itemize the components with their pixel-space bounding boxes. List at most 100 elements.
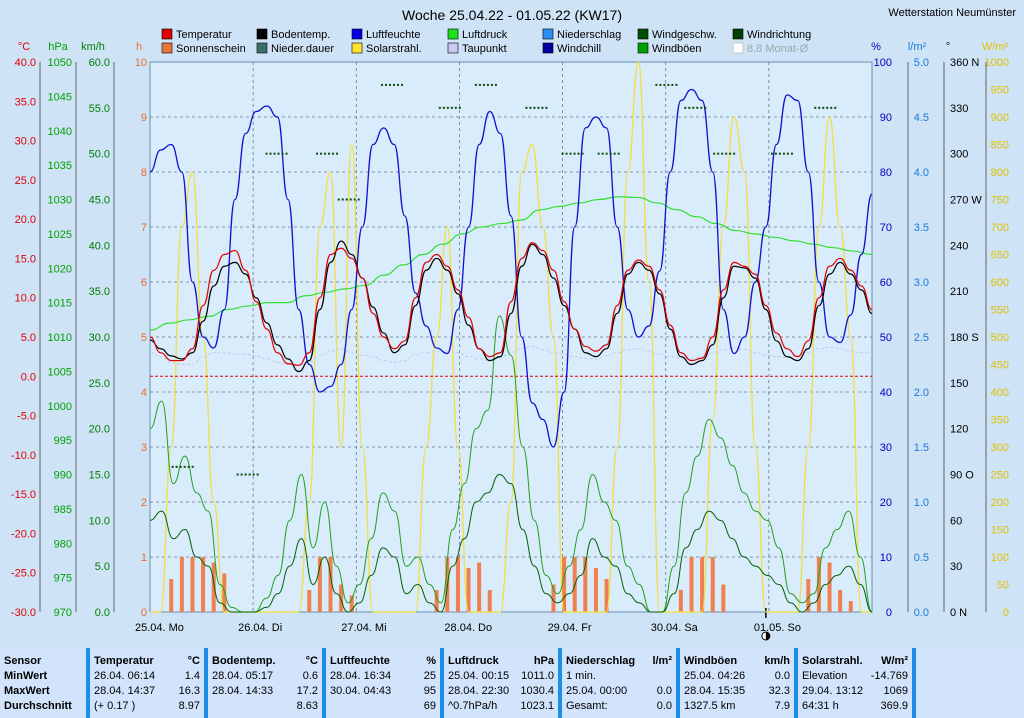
summary-cell-row: ^0.7hPa/h 1023.1 [448,699,554,714]
sunshine-bar [339,584,344,612]
axis-tick-sun_h: 6 [141,277,147,289]
summary-cell-row: 28.04. 14:33 17.2 [212,684,318,699]
wind-direction-dot [236,473,239,476]
wind-direction-dot [337,198,340,201]
wind-direction-dot [240,473,243,476]
legend-label: Windchill [557,43,601,55]
wind-direction-dot [826,106,829,109]
summary-cell-value: 32.3 [768,685,790,697]
legend-swatch [351,28,363,40]
axis-tick-wind_dir_deg: 270 W [950,195,982,207]
wind-direction-dot [778,152,781,155]
summary-column: Luftdruck hPa 25.04. 00:15 1011.0 28.04. 22:… [444,648,558,718]
station-name: Wetterstation Neumünster [888,7,1016,19]
summary-unit: °C [305,655,318,667]
axis-tick-temp_c: -5.0 [17,411,36,423]
summary-cell-value: 16.3 [178,685,200,697]
wind-direction-dot [577,152,580,155]
summary-cell-label: 25.04. 04:26 [684,670,746,682]
wind-direction-dot [265,152,268,155]
legend-label: Windböen [652,43,702,55]
axis-tick-wind_dir_deg: 30 [950,561,962,573]
axis-tick-temp_c: -15.0 [11,489,36,501]
axis-tick-pressure_hpa: 1040 [48,126,72,138]
wind-direction-dot [569,152,572,155]
axis-tick-wind_dir_deg: 150 [950,378,968,390]
axis-tick-humidity_pct: 70 [880,222,892,234]
summary-cell-label: 1327.5 km [684,700,736,712]
sunshine-bar [179,557,184,612]
summary-title: Niederschlag [566,655,636,667]
wind-direction-dot [601,152,604,155]
sunshine-bar [307,590,312,612]
legend-swatch [542,28,554,40]
wind-direction-dot [663,83,666,86]
wind-direction-dot [494,83,497,86]
axis-tick-rain_lm2: 4.5 [914,112,929,124]
axis-unit-humidity_pct: % [871,41,881,53]
axis-tick-solar_wm2: 0 [1003,607,1009,619]
legend-label: Windgeschw. [652,29,717,41]
axis-tick-pressure_hpa: 1005 [48,366,72,378]
summary-row-avg: Durchschnitt [4,700,72,712]
summary-cell-label: 28.04. 05:17 [212,670,274,682]
axis-tick-rain_lm2: 1.0 [914,497,929,509]
sunshine-bar [328,557,333,612]
axis-tick-pressure_hpa: 970 [54,607,72,619]
axis-tick-humidity_pct: 30 [880,442,892,454]
summary-cell-label: 28.04. 22:30 [448,685,510,697]
axis-tick-solar_wm2: 850 [991,140,1009,152]
legend-swatch [447,28,459,40]
sunshine-bar [562,557,567,612]
wind-direction-dot [458,106,461,109]
sunshine-bar [487,590,492,612]
summary-cell-label: ^0.7hPa/h [448,700,498,712]
summary-cell-row: 1327.5 km 7.9 [684,699,790,714]
axis-tick-wind_kmh: 40.0 [89,240,110,252]
wind-speed-line [149,473,873,613]
legend-label: Bodentemp. [271,29,330,41]
axis-tick-rain_lm2: 1.5 [914,442,929,454]
summary-column-header: Windböen km/h [684,654,790,669]
legend-swatch [161,42,173,54]
wind-direction-dot [273,152,276,155]
wind-direction-dot [609,152,612,155]
axis-tick-pressure_hpa: 1000 [48,401,72,413]
wind-direction-dot [814,106,817,109]
summary-cell-label: 30.04. 04:43 [330,685,392,697]
x-tick-label: 25.04. Mo [135,622,184,634]
wind-direction-dot [345,198,348,201]
legend-swatch [637,28,649,40]
axis-tick-pressure_hpa: 1010 [48,332,72,344]
axis-tick-rain_lm2: 0.5 [914,552,929,564]
summary-cell-row: 26.04. 06:14 1.4 [94,669,200,684]
summary-cell-label: 28.04. 15:35 [684,685,746,697]
axis-tick-pressure_hpa: 1035 [48,160,72,172]
wind-direction-dot [545,106,548,109]
axis-tick-rain_lm2: 0.0 [914,607,929,619]
wind-direction-dot [389,83,392,86]
wind-direction-dot [316,152,319,155]
axis-tick-pressure_hpa: 1025 [48,229,72,241]
wind-direction-dot [187,465,190,468]
wind-direction-dot [533,106,536,109]
wind-direction-dot [281,152,284,155]
wind-direction-dot [401,83,404,86]
sunshine-bar [689,557,694,612]
wind-direction-dot [692,106,695,109]
wind-direction-dot [696,106,699,109]
summary-title: Bodentemp. [212,655,276,667]
legend-label: Taupunkt [462,43,507,55]
sunshine-bar [551,584,556,612]
axis-tick-pressure_hpa: 980 [54,538,72,550]
axis-tick-temp_c: 40.0 [15,57,36,69]
wind-direction-dot [717,152,720,155]
wind-direction-dot [561,152,564,155]
axis-tick-sun_h: 4 [141,387,147,399]
wind-direction-dot [617,152,620,155]
humidity-line [149,88,873,448]
x-tick-label: 30.04. Sa [651,622,699,634]
axis-tick-solar_wm2: 250 [991,470,1009,482]
sunshine-bar [700,557,705,612]
summary-column-header: Temperatur °C [94,654,200,669]
